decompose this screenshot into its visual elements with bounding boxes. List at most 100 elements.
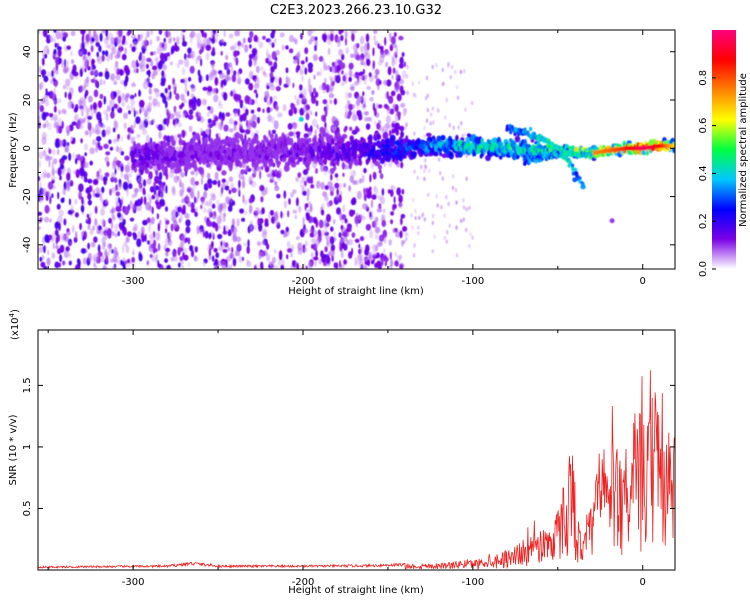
- spectrogram-blob: [571, 166, 575, 172]
- spectrogram-blob: [157, 61, 163, 70]
- spectrogram-blob: [306, 194, 310, 202]
- spectrogram-blob: [89, 160, 93, 166]
- spectrogram-blob: [320, 250, 324, 258]
- spectrogram-blob: [113, 250, 119, 259]
- spectrogram-blob: [381, 188, 385, 196]
- spectrogram-blob: [160, 186, 164, 193]
- spectrogram-blob: [212, 255, 215, 262]
- spectrogram-blob: [38, 211, 43, 216]
- spectrogram-blob: [351, 232, 356, 238]
- spectrogram-blob: [57, 167, 61, 176]
- spectrogram-blob: [348, 239, 353, 246]
- spectrogram-blob: [82, 98, 86, 107]
- spectrogram-blob: [121, 101, 126, 107]
- spectrogram-blob: [340, 249, 344, 259]
- spectrogram-blob: [117, 182, 121, 191]
- spectrogram-blob: [164, 87, 168, 94]
- spectrogram-blob: [388, 239, 392, 246]
- spectrogram-blob: [352, 180, 358, 185]
- spectrogram-blob: [56, 124, 59, 134]
- spectrogram-blob: [216, 199, 220, 205]
- spectrogram-blob: [283, 164, 290, 172]
- spectrogram-blob: [177, 133, 182, 139]
- spectrogram-blob: [390, 185, 396, 191]
- spectrogram-blob: [181, 129, 186, 138]
- spectrogram-blob: [214, 222, 219, 232]
- spectrogram-blob: [115, 205, 121, 212]
- spectrogram-blob: [86, 111, 90, 118]
- spectrogram-blob: [137, 230, 140, 239]
- spectrogram-blob: [303, 180, 307, 186]
- spectrogram-blob: [40, 261, 46, 268]
- spectrogram-blob: [217, 179, 221, 188]
- spectrogram-blob: [43, 173, 47, 179]
- spectrogram-blob: [138, 183, 143, 193]
- spectrogram-blob: [64, 78, 71, 87]
- spectrogram-blob: [146, 57, 152, 63]
- colorbar-tick-label: 0.2: [698, 213, 709, 229]
- spectrogram-blob: [371, 194, 377, 200]
- spectrogram-blob: [223, 141, 229, 147]
- spectrogram-blob: [314, 129, 318, 136]
- spectrogram-blob: [84, 130, 89, 136]
- spectrogram-blob: [109, 146, 114, 151]
- spectrogram-blob: [400, 131, 404, 139]
- spectrogram-blob: [292, 189, 297, 195]
- spectrogram-blob: [77, 118, 84, 125]
- spectrogram-blob: [178, 217, 182, 224]
- spectrogram-blob: [172, 83, 177, 91]
- snr-x-ticks: -300 -200 -100 0: [47, 330, 646, 588]
- spectrogram-blob: [469, 232, 472, 237]
- spectrogram-blob: [389, 129, 392, 137]
- spectrogram-blob: [133, 223, 138, 231]
- spectrogram-blob: [425, 118, 429, 123]
- spectrogram-blob: [38, 151, 44, 159]
- spectrogram-blob: [265, 187, 269, 195]
- spectrogram-blob: [275, 172, 281, 179]
- spectrogram-blob: [57, 215, 63, 224]
- spectrogram-blob: [153, 88, 159, 93]
- spectrogram-blob: [46, 48, 50, 55]
- spectrogram-blob: [227, 136, 233, 145]
- spectrogram-blob: [83, 176, 88, 183]
- spectrogram-blob: [39, 81, 44, 90]
- spectrogram-blob: [202, 229, 205, 238]
- snr-scale-close: ): [10, 309, 21, 313]
- spectrogram-blob: [404, 108, 407, 113]
- spectrogram-blob: [262, 35, 266, 40]
- spectrogram-blob: [38, 160, 42, 169]
- spectrogram-blob: [211, 88, 217, 94]
- spectrogram-blob: [455, 84, 459, 90]
- spectrogram-blob: [44, 204, 50, 214]
- spectrogram-blob: [79, 68, 83, 77]
- spectrogram-blob: [307, 261, 314, 269]
- spectrogram-blob: [111, 211, 115, 220]
- spectrogram-blob: [87, 242, 90, 250]
- spectrogram-blob: [149, 197, 153, 204]
- spectrogram-blob: [271, 42, 275, 48]
- spectrogram-blob: [44, 216, 49, 223]
- spectrogram-blob: [105, 151, 111, 156]
- spectrogram-blob: [302, 190, 307, 196]
- spectrogram-blob: [233, 70, 237, 76]
- spectrogram-blob: [202, 261, 206, 267]
- spectrogram-blob: [45, 172, 51, 179]
- spectrogram-blob: [93, 262, 96, 267]
- spectrogram-blob: [106, 105, 111, 112]
- spectrogram-blob: [325, 84, 330, 93]
- spectrogram-blob: [349, 126, 353, 131]
- spectrogram-blob: [230, 226, 234, 234]
- spectrogram-blob: [103, 37, 109, 45]
- spectrogram-blob: [114, 233, 118, 238]
- spectrogram-blob: [66, 59, 69, 68]
- spectrogram-blob: [333, 262, 337, 269]
- spectrogram-blob: [125, 93, 130, 98]
- spectrogram-blob: [127, 131, 131, 141]
- spectrogram-blob: [394, 85, 400, 93]
- spectrogram-blob: [113, 156, 118, 164]
- spectrogram-blob: [171, 216, 177, 223]
- spectrogram-blob: [351, 247, 354, 256]
- spectrogram-blob: [80, 154, 83, 162]
- spectrogram-blob: [38, 226, 41, 231]
- spectrogram-blob: [366, 189, 372, 198]
